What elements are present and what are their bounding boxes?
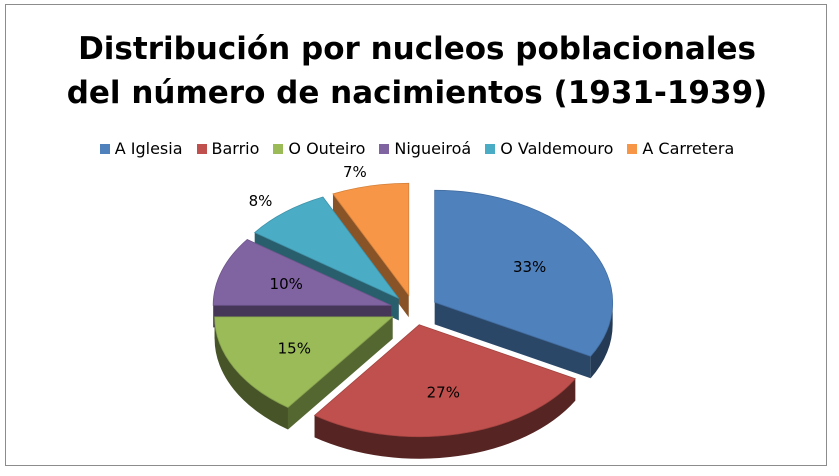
data-label-nigueiroa: 10% bbox=[270, 275, 303, 293]
legend-item-barrio: Barrio bbox=[196, 139, 260, 158]
legend-label-o-outeiro: O Outeiro bbox=[288, 139, 366, 158]
legend-item-nigueiroa: Nigueiroá bbox=[379, 139, 471, 158]
data-label-o-valdemouro: 8% bbox=[249, 192, 273, 210]
legend-label-a-iglesia: A Iglesia bbox=[114, 139, 183, 158]
legend-label-barrio: Barrio bbox=[211, 139, 260, 158]
data-label-a-iglesia: 33% bbox=[513, 258, 546, 276]
legend-swatch-barrio bbox=[196, 143, 207, 154]
data-label-barrio: 27% bbox=[427, 384, 460, 402]
pie-slice-barrio bbox=[313, 324, 576, 459]
data-label-o-outeiro: 15% bbox=[278, 339, 311, 357]
legend-swatch-a-carretera bbox=[627, 143, 638, 154]
legend-swatch-o-valdemouro bbox=[485, 143, 496, 154]
legend-label-nigueiroa: Nigueiroá bbox=[394, 139, 472, 158]
legend-item-a-iglesia: A Iglesia bbox=[99, 139, 183, 158]
chart-title: Distribución por nucleos poblacionales d… bbox=[6, 27, 828, 115]
legend-item-o-valdemouro: O Valdemouro bbox=[485, 139, 613, 158]
legend-item-o-outeiro: O Outeiro bbox=[273, 139, 365, 158]
legend-swatch-a-iglesia bbox=[99, 143, 110, 154]
legend-label-o-valdemouro: O Valdemouro bbox=[500, 139, 614, 158]
legend-label-a-carretera: A Carretera bbox=[642, 139, 735, 158]
chart-legend: A Iglesia Barrio O Outeiro Nigueiroá O Valde… bbox=[6, 139, 828, 158]
pie-slice-a-iglesia bbox=[434, 189, 614, 379]
legend-swatch-nigueiroa bbox=[379, 143, 390, 154]
legend-item-a-carretera: A Carretera bbox=[627, 139, 734, 158]
chart-title-line-1: Distribución por nucleos poblacionales bbox=[78, 31, 756, 67]
data-label-a-carretera: 7% bbox=[343, 163, 367, 181]
legend-swatch-o-outeiro bbox=[273, 143, 284, 154]
pie-slice-o-outeiro bbox=[214, 316, 394, 430]
chart-title-line-2: del número de nacimientos (1931-1939) bbox=[66, 75, 768, 111]
